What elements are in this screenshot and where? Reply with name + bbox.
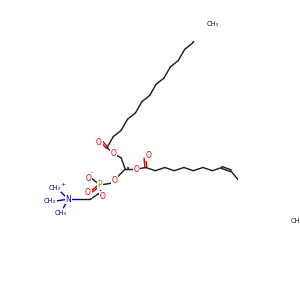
Text: O: O bbox=[111, 176, 117, 185]
Text: CH₃: CH₃ bbox=[290, 218, 300, 224]
Text: N: N bbox=[65, 195, 71, 204]
Text: O: O bbox=[86, 174, 92, 183]
Text: •: • bbox=[126, 166, 130, 172]
Text: O: O bbox=[110, 149, 116, 158]
Text: O: O bbox=[96, 138, 102, 147]
Text: CH₃: CH₃ bbox=[49, 185, 61, 191]
Text: O: O bbox=[133, 165, 139, 174]
Text: CH₃: CH₃ bbox=[54, 210, 66, 216]
Text: O: O bbox=[100, 191, 106, 200]
Text: CH₃: CH₃ bbox=[206, 21, 218, 27]
Text: O: O bbox=[85, 188, 91, 197]
Text: O: O bbox=[146, 151, 152, 160]
Text: CH₃: CH₃ bbox=[44, 198, 56, 204]
Text: +: + bbox=[61, 182, 66, 188]
Text: ⁻: ⁻ bbox=[89, 172, 93, 178]
Text: P: P bbox=[98, 180, 102, 189]
